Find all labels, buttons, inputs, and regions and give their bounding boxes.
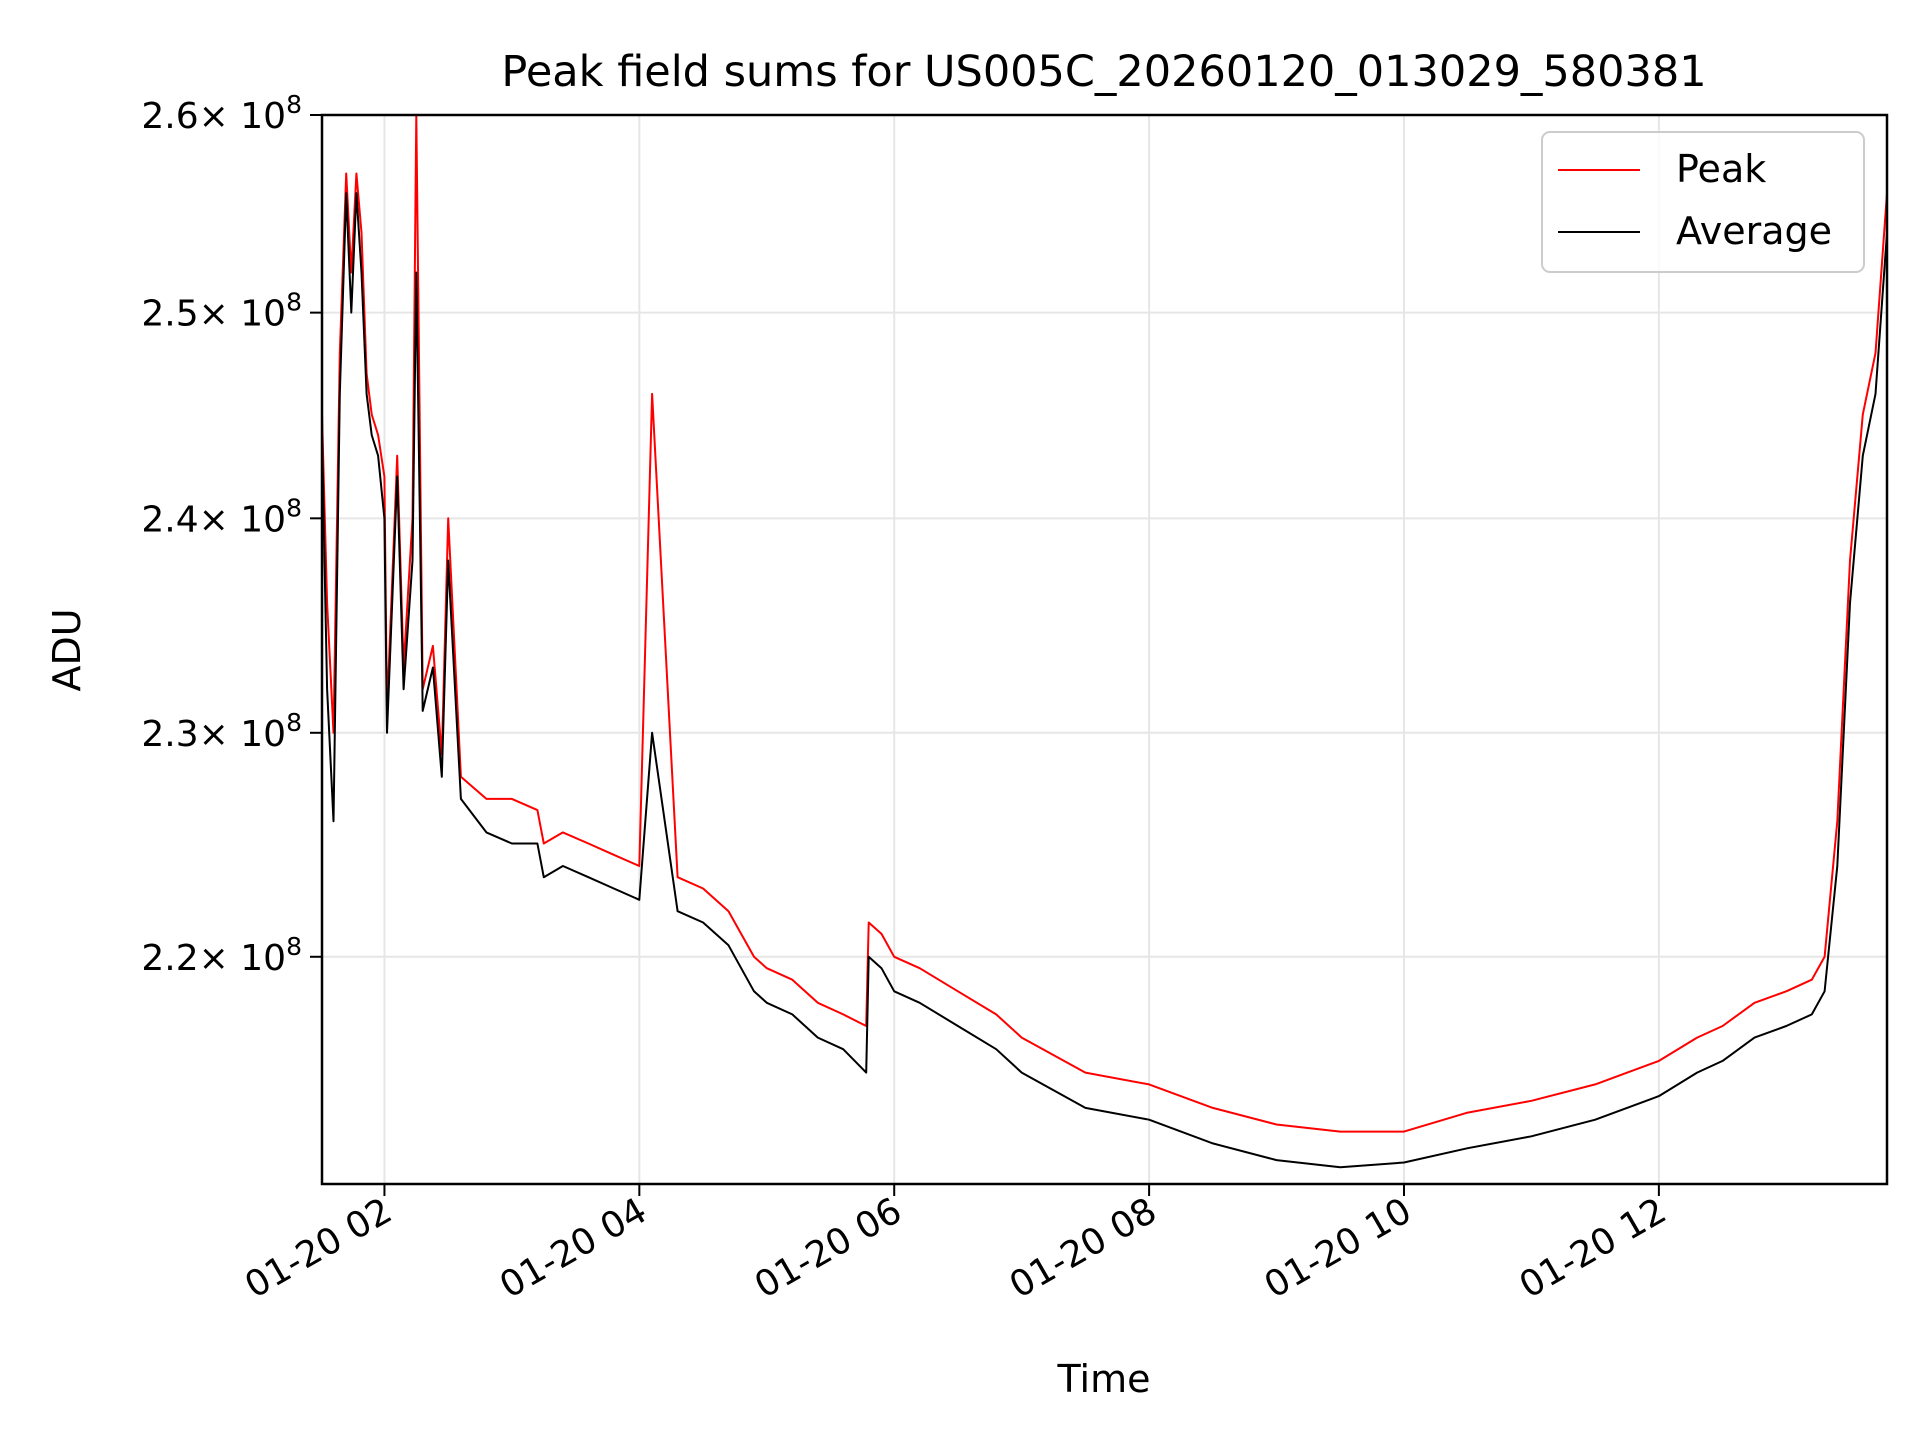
- legend-peak-label: Peak: [1676, 147, 1766, 191]
- x-tick: 01-20 08: [1003, 1184, 1164, 1307]
- x-axis: 01-20 02 01-20 04 01-20 06 01-20 08 01-20 10…: [238, 1184, 1673, 1307]
- y-tick: 2.2× 108: [141, 932, 322, 979]
- x-tick-label: 01-20 06: [748, 1190, 909, 1306]
- y-axis: 2.2× 108 2.3× 108 2.4× 108 2.5× 108 2.6× 108: [141, 90, 322, 979]
- y-axis-label: ADU: [45, 608, 89, 691]
- x-tick-label: 01-20 08: [1003, 1190, 1164, 1306]
- x-tick: 01-20 02: [238, 1184, 399, 1307]
- x-tick: 01-20 10: [1258, 1184, 1419, 1307]
- series-line-average: [322, 192, 1887, 1169]
- x-tick-label: 01-20 12: [1513, 1190, 1674, 1306]
- y-tick-label: 2.4× 108: [141, 493, 302, 540]
- x-tick-label: 01-20 02: [238, 1190, 399, 1306]
- y-tick-label: 2.3× 108: [141, 708, 302, 755]
- legend: Peak Average: [1541, 131, 1865, 273]
- y-tick-label: 2.6× 108: [141, 90, 302, 137]
- x-tick: 01-20 04: [493, 1184, 654, 1307]
- x-axis-label: Time: [1057, 1357, 1151, 1401]
- legend-average-label: Average: [1676, 209, 1832, 253]
- grid: [322, 114, 1887, 1184]
- y-tick: 2.6× 108: [141, 90, 322, 137]
- legend-box: [1541, 131, 1865, 273]
- plot-frame: [320, 113, 1889, 1186]
- chart-title: Peak field sums for US005C_20260120_0130…: [501, 47, 1706, 97]
- x-tick-label: 01-20 04: [493, 1190, 654, 1306]
- x-tick: 01-20 06: [748, 1184, 909, 1307]
- y-tick: 2.4× 108: [141, 493, 322, 540]
- x-tick: 01-20 12: [1513, 1184, 1674, 1307]
- plot-area: [322, 115, 1887, 1169]
- y-tick-label: 2.2× 108: [141, 932, 302, 979]
- y-tick: 2.5× 108: [141, 288, 322, 335]
- y-tick: 2.3× 108: [141, 708, 322, 755]
- y-tick-label: 2.5× 108: [141, 288, 302, 335]
- x-tick-label: 01-20 10: [1258, 1190, 1419, 1306]
